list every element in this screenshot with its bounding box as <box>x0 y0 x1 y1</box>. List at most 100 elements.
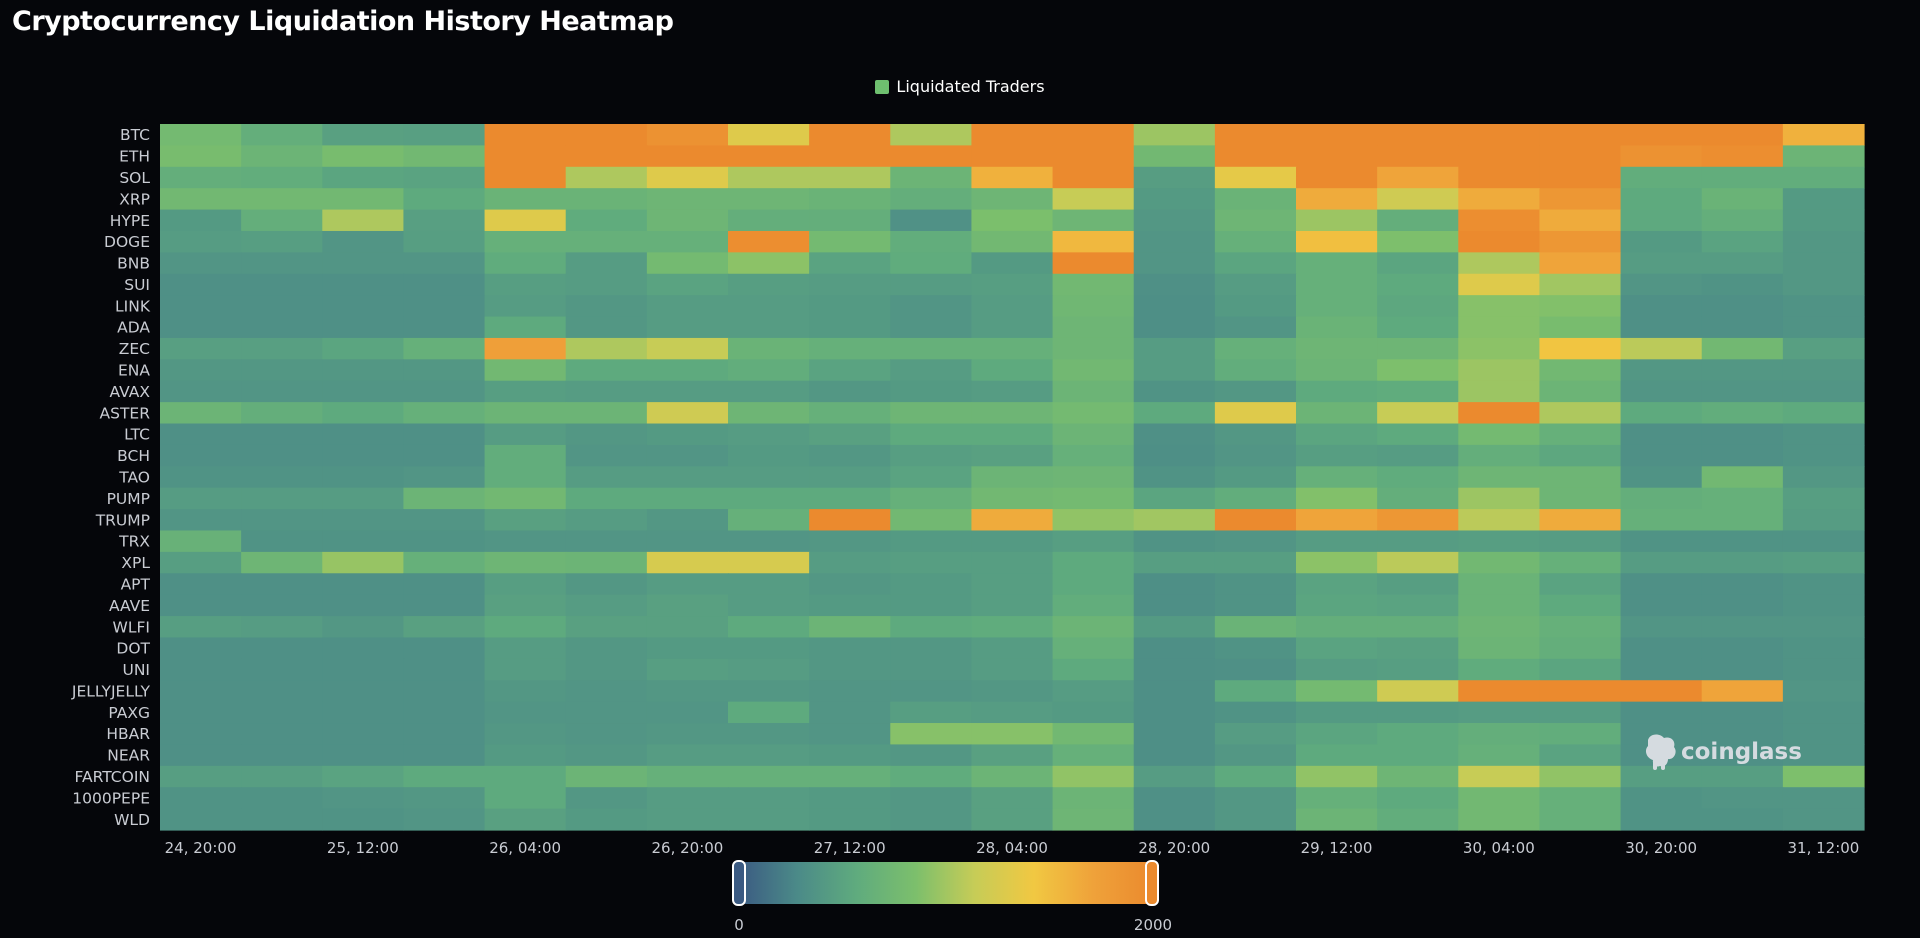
heatmap-cell[interactable] <box>403 444 486 467</box>
heatmap-cell[interactable] <box>1133 166 1216 189</box>
heatmap-cell[interactable] <box>1539 380 1622 403</box>
heatmap-cell[interactable] <box>971 616 1054 639</box>
heatmap-cell[interactable] <box>1620 658 1703 681</box>
heatmap-cell[interactable] <box>646 295 729 318</box>
heatmap-cell[interactable] <box>1214 573 1297 596</box>
heatmap-cell[interactable] <box>484 273 567 296</box>
heatmap-cell[interactable] <box>1377 273 1459 296</box>
heatmap-cell[interactable] <box>1701 466 1784 489</box>
heatmap-cell[interactable] <box>1296 124 1378 146</box>
heatmap-cell[interactable] <box>1782 701 1865 724</box>
heatmap-cell[interactable] <box>403 402 486 425</box>
heatmap-cell[interactable] <box>1214 295 1297 318</box>
heatmap-cell[interactable] <box>403 316 486 339</box>
heatmap-cell[interactable] <box>1782 765 1865 788</box>
heatmap-cell[interactable] <box>241 295 323 318</box>
heatmap-cell[interactable] <box>1620 273 1703 296</box>
heatmap-cell[interactable] <box>890 188 973 211</box>
heatmap-cell[interactable] <box>646 744 729 767</box>
heatmap-cell[interactable] <box>565 616 648 639</box>
heatmap-cell[interactable] <box>484 316 567 339</box>
heatmap-cell[interactable] <box>1782 402 1865 425</box>
heatmap-cell[interactable] <box>1458 188 1541 211</box>
heatmap-cell[interactable] <box>1214 594 1297 617</box>
heatmap-cell[interactable] <box>728 402 810 425</box>
heatmap-cell[interactable] <box>971 359 1054 382</box>
heatmap-cell[interactable] <box>1214 402 1297 425</box>
heatmap-cell[interactable] <box>728 487 810 510</box>
heatmap-cell[interactable] <box>484 509 567 532</box>
heatmap-cell[interactable] <box>809 509 891 532</box>
heatmap-cell[interactable] <box>160 145 242 168</box>
heatmap-cell[interactable] <box>484 295 567 318</box>
heatmap-cell[interactable] <box>1214 616 1297 639</box>
heatmap-cell[interactable] <box>1296 402 1378 425</box>
heatmap-cell[interactable] <box>565 509 648 532</box>
heatmap-cell[interactable] <box>403 658 486 681</box>
heatmap-cell[interactable] <box>1052 252 1135 275</box>
heatmap-cell[interactable] <box>1701 402 1784 425</box>
heatmap-cell[interactable] <box>1539 295 1622 318</box>
heatmap-cell[interactable] <box>1133 616 1216 639</box>
heatmap-cell[interactable] <box>1377 808 1459 831</box>
heatmap-cell[interactable] <box>890 530 973 553</box>
heatmap-cell[interactable] <box>322 530 405 553</box>
heatmap-cell[interactable] <box>1052 380 1135 403</box>
heatmap-cell[interactable] <box>484 444 567 467</box>
heatmap-cell[interactable] <box>1377 530 1459 553</box>
heatmap-cell[interactable] <box>971 680 1054 703</box>
heatmap-cell[interactable] <box>322 744 405 767</box>
heatmap-cell[interactable] <box>971 466 1054 489</box>
heatmap-cell[interactable] <box>1701 787 1784 810</box>
heatmap-cell[interactable] <box>1539 487 1622 510</box>
heatmap-cell[interactable] <box>241 230 323 253</box>
heatmap-cell[interactable] <box>565 273 648 296</box>
heatmap-cell[interactable] <box>565 252 648 275</box>
heatmap-cell[interactable] <box>241 337 323 360</box>
heatmap-cell[interactable] <box>484 808 567 831</box>
heatmap-cell[interactable] <box>1377 509 1459 532</box>
heatmap-cell[interactable] <box>322 680 405 703</box>
heatmap-cell[interactable] <box>809 359 891 382</box>
heatmap-cell[interactable] <box>1782 787 1865 810</box>
heatmap-cell[interactable] <box>646 166 729 189</box>
heatmap-cell[interactable] <box>1296 594 1378 617</box>
heatmap-cell[interactable] <box>565 423 648 446</box>
heatmap-cell[interactable] <box>1052 808 1135 831</box>
heatmap-cell[interactable] <box>1539 316 1622 339</box>
heatmap-cell[interactable] <box>1458 230 1541 253</box>
heatmap-cell[interactable] <box>322 295 405 318</box>
heatmap-cell[interactable] <box>565 209 648 232</box>
heatmap-cell[interactable] <box>403 124 486 146</box>
heatmap-cell[interactable] <box>1214 359 1297 382</box>
heatmap-cell[interactable] <box>484 359 567 382</box>
heatmap-cell[interactable] <box>1214 145 1297 168</box>
heatmap-cell[interactable] <box>728 188 810 211</box>
heatmap-cell[interactable] <box>809 487 891 510</box>
heatmap-cell[interactable] <box>1296 765 1378 788</box>
heatmap-cell[interactable] <box>1214 444 1297 467</box>
heatmap-cell[interactable] <box>1052 594 1135 617</box>
heatmap-cell[interactable] <box>1052 551 1135 574</box>
heatmap-cell[interactable] <box>1214 658 1297 681</box>
heatmap-cell[interactable] <box>1782 252 1865 275</box>
heatmap-cell[interactable] <box>890 573 973 596</box>
heatmap-cell[interactable] <box>1214 637 1297 660</box>
heatmap-cell[interactable] <box>646 637 729 660</box>
heatmap-cell[interactable] <box>1701 359 1784 382</box>
heatmap-cell[interactable] <box>809 594 891 617</box>
heatmap-cell[interactable] <box>1701 166 1784 189</box>
heatmap-cell[interactable] <box>1782 359 1865 382</box>
heatmap-cell[interactable] <box>1701 337 1784 360</box>
heatmap-cell[interactable] <box>1133 637 1216 660</box>
heatmap-cell[interactable] <box>728 145 810 168</box>
heatmap-cell[interactable] <box>728 701 810 724</box>
heatmap-cell[interactable] <box>1296 466 1378 489</box>
heatmap-cell[interactable] <box>1214 787 1297 810</box>
heatmap-cell[interactable] <box>971 380 1054 403</box>
heatmap-cell[interactable] <box>890 765 973 788</box>
heatmap-cell[interactable] <box>322 723 405 746</box>
heatmap-cell[interactable] <box>1620 295 1703 318</box>
heatmap-cell[interactable] <box>1458 145 1541 168</box>
heatmap-cell[interactable] <box>241 402 323 425</box>
